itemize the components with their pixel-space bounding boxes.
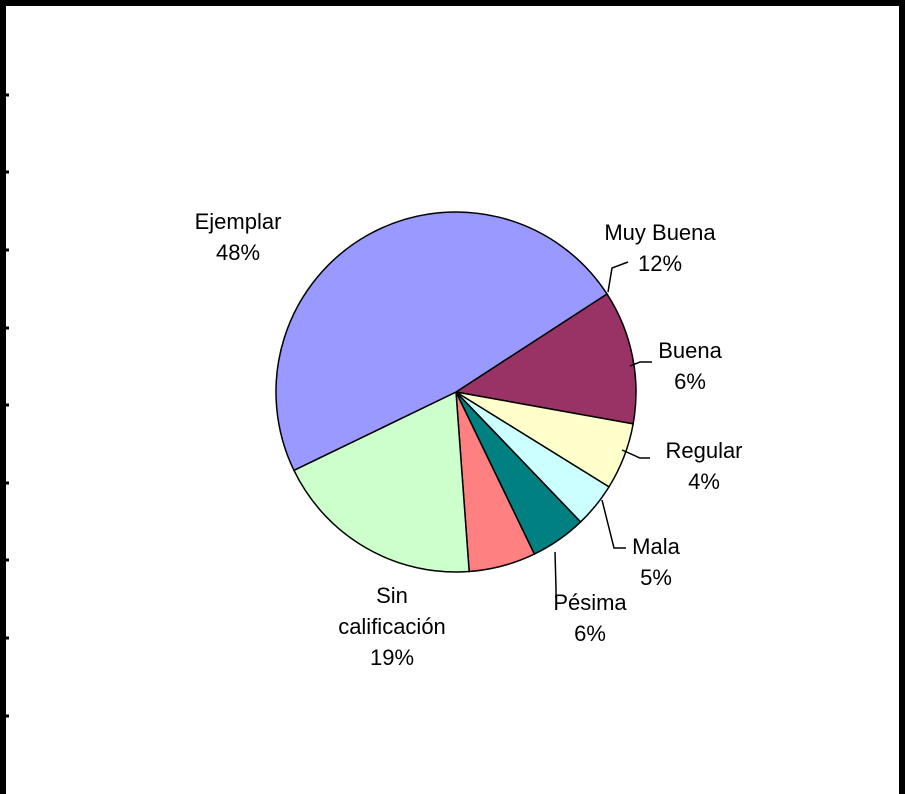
slice-percent: 19%	[370, 645, 414, 670]
leader-line	[601, 499, 626, 549]
slice-label: Buena 6%	[658, 338, 722, 394]
slice-label: Sin calificación 19%	[338, 583, 446, 670]
pie-slice-ejemplar	[275, 211, 608, 472]
pie-slice-muy-buena	[454, 292, 637, 425]
slice-name: Pésima	[553, 590, 627, 615]
slice-name: Regular	[665, 438, 742, 463]
slice-label: Regular 4%	[665, 438, 742, 494]
leader-line	[621, 449, 650, 459]
slice-percent: 6%	[574, 621, 606, 646]
leader-line	[554, 551, 557, 598]
slice-label: Pésima 6%	[553, 590, 627, 646]
slice-name: calificación	[338, 614, 446, 639]
leader-line	[629, 361, 652, 367]
slice-name: Mala	[632, 534, 680, 559]
slice-percent: 4%	[688, 469, 720, 494]
slice-name: Ejemplar	[195, 209, 282, 234]
slice-name: Sin	[376, 583, 408, 608]
slice-name: Muy Buena	[604, 220, 716, 245]
leader-lines	[554, 261, 652, 598]
edge-ticks	[0, 93, 9, 718]
pie-slices	[275, 211, 637, 573]
slice-name: Buena	[658, 338, 722, 363]
leader-line	[607, 261, 629, 293]
slice-percent: 5%	[640, 565, 672, 590]
slice-labels: Muy Buena 12% Buena 6% Regular 4% Mala 5% Pésima…	[195, 209, 743, 670]
pie-slice-sin-calificaci-n	[292, 390, 470, 573]
slice-percent: 48%	[216, 240, 260, 265]
slice-label: Muy Buena 12%	[604, 220, 716, 276]
slice-percent: 12%	[638, 251, 682, 276]
slice-label: Mala 5%	[632, 534, 680, 590]
slice-percent: 6%	[674, 369, 706, 394]
slice-label: Ejemplar 48%	[195, 209, 282, 265]
